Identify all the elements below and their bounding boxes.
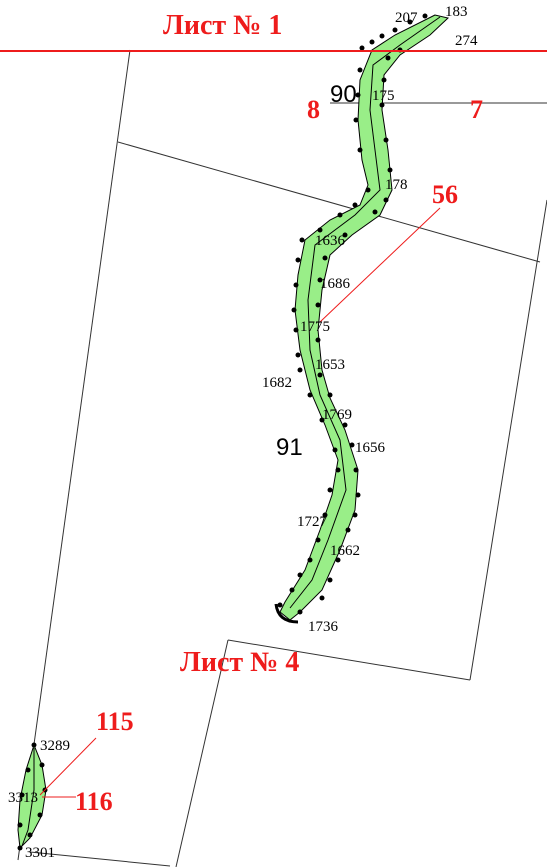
point-label-1736: 1736	[308, 619, 339, 635]
point-label-1769: 1769	[322, 407, 352, 423]
boundary-line	[227, 639, 471, 681]
boundary-line	[175, 639, 229, 867]
point-label-274: 274	[455, 33, 478, 49]
point-label-207: 207	[395, 10, 418, 26]
boundary-line	[469, 199, 547, 681]
boundary-line	[117, 141, 541, 263]
point-label-1727: 1727	[297, 514, 328, 530]
parcel-number-91: 91	[276, 434, 303, 461]
corridor-centerline	[21, 748, 35, 847]
point-label-1653: 1653	[315, 357, 345, 373]
boundary-line	[29, 851, 171, 867]
parcel-number-90: 90	[330, 81, 357, 108]
point-label-175: 175	[372, 88, 395, 104]
point-label-1682: 1682	[262, 375, 292, 391]
corridor-strip	[17, 743, 47, 850]
point-label-1775: 1775	[300, 319, 330, 335]
point-label-178: 178	[385, 177, 408, 193]
corridor-end-cap	[274, 603, 299, 624]
point-label-3301: 3301	[25, 845, 55, 861]
corridor-main	[274, 14, 450, 624]
point-label-1656: 1656	[355, 440, 386, 456]
vertex-points	[17, 13, 428, 851]
point-label-183: 183	[445, 4, 468, 20]
point-label-3313: 3313	[8, 790, 38, 806]
point-label-1636: 1636	[315, 233, 346, 249]
point-labels: 207 183 274 175 178 1636 1686 1775 1653 …	[8, 4, 478, 861]
sheet-label-1: Лист № 1	[163, 10, 282, 41]
point-label-1686: 1686	[320, 276, 351, 292]
corridor-centerline	[289, 16, 441, 609]
callout-115: 115	[96, 707, 134, 736]
point-label-1662: 1662	[330, 543, 360, 559]
boundary-line	[17, 49, 131, 861]
parcel-boundaries	[17, 49, 547, 867]
point-label-3289: 3289	[40, 738, 70, 754]
callout-leaders	[39, 207, 441, 798]
callout-116: 116	[75, 787, 113, 816]
callout-56: 56	[432, 180, 458, 209]
callout-7: 7	[470, 95, 483, 124]
callout-8: 8	[307, 95, 320, 124]
corridor-small	[17, 743, 47, 850]
sheet-label-4: Лист № 4	[180, 647, 299, 678]
